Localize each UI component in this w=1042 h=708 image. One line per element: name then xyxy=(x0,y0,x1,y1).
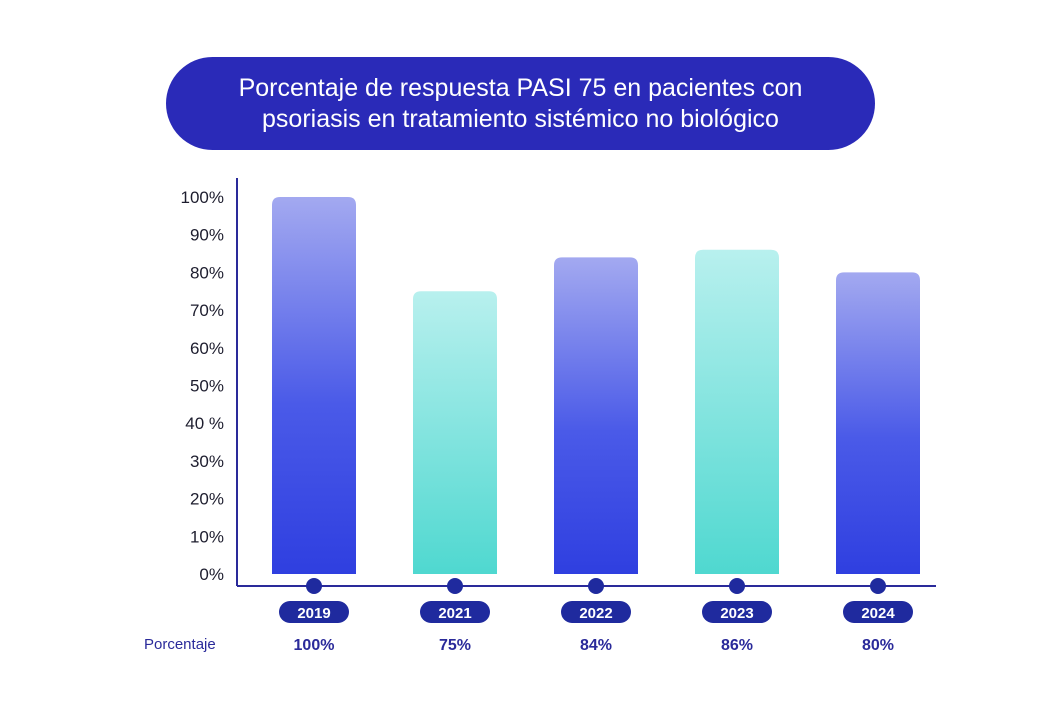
x-axis-marker xyxy=(729,578,745,594)
x-axis-marker xyxy=(447,578,463,594)
y-tick-label: 60% xyxy=(190,339,224,358)
x-tick-label: 2021 xyxy=(438,605,471,622)
bar-2019 xyxy=(272,197,356,574)
bar-2024 xyxy=(836,272,920,574)
year-pill xyxy=(420,601,490,623)
axes xyxy=(236,178,936,587)
chart-title: Porcentaje de respuesta PASI 75 en pacie… xyxy=(166,57,875,150)
x-tick-label: 2024 xyxy=(861,605,895,622)
x-axis-marker xyxy=(306,578,322,594)
y-tick-label: 70% xyxy=(190,301,224,320)
x-axis-marker xyxy=(588,578,604,594)
x-axis-markers xyxy=(306,578,886,594)
data-label: 75% xyxy=(439,637,471,654)
percentage-row: 100% 75% 84% 86% 80% Porcentaje xyxy=(144,636,894,654)
y-tick-label: 0% xyxy=(199,565,224,584)
chart-title-line-2: psoriasis en tratamiento sistémico no bi… xyxy=(262,104,779,133)
x-axis-marker xyxy=(870,578,886,594)
x-tick-label: 2022 xyxy=(579,605,612,622)
year-labels: 2019 2021 2022 2023 2024 xyxy=(279,601,913,623)
y-tick-label: 10% xyxy=(190,527,224,546)
bar-2021 xyxy=(413,291,497,574)
data-label: 100% xyxy=(294,637,335,654)
year-pill xyxy=(702,601,772,623)
y-tick-label: 30% xyxy=(190,452,224,471)
y-axis-ticks: 0% 10% 20% 30% 40 % 50% 60% 70% 80% 90% 100% xyxy=(181,188,224,584)
year-pill xyxy=(279,601,349,623)
bar-2023 xyxy=(695,249,779,574)
x-tick-label: 2023 xyxy=(720,605,753,622)
y-tick-label: 50% xyxy=(190,377,224,396)
bars xyxy=(272,197,920,574)
year-pill xyxy=(561,601,631,623)
data-label: 80% xyxy=(862,637,894,654)
bar-2022 xyxy=(554,257,638,574)
row-label: Porcentaje xyxy=(144,636,216,653)
data-label: 84% xyxy=(580,637,612,654)
y-tick-label: 40 % xyxy=(185,414,224,433)
year-pill xyxy=(843,601,913,623)
y-tick-label: 90% xyxy=(190,226,224,245)
y-tick-label: 80% xyxy=(190,263,224,282)
chart-title-line-1: Porcentaje de respuesta PASI 75 en pacie… xyxy=(238,73,803,102)
data-label: 86% xyxy=(721,637,753,654)
x-tick-label: 2019 xyxy=(297,605,330,622)
y-tick-label: 100% xyxy=(181,188,224,207)
y-tick-label: 20% xyxy=(190,490,224,509)
